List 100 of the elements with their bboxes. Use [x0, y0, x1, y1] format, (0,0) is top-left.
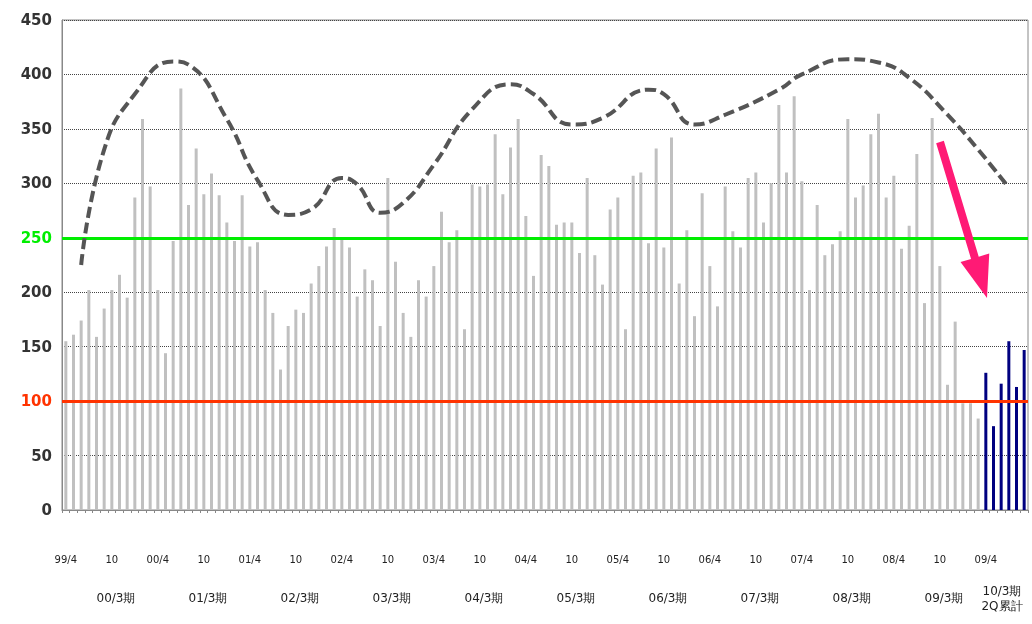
bar — [87, 290, 91, 510]
bar — [992, 426, 995, 510]
bar — [516, 119, 520, 510]
bar — [923, 303, 926, 510]
bar — [279, 369, 282, 510]
bar — [447, 242, 451, 510]
bar — [555, 224, 558, 510]
bar — [455, 230, 459, 510]
bar — [1015, 386, 1018, 510]
bar — [815, 205, 819, 510]
bar — [877, 113, 880, 510]
bar — [654, 148, 658, 510]
bar — [585, 177, 589, 510]
y-tick-label: 50 — [31, 446, 52, 465]
x-tick-label: 01/4 — [238, 553, 262, 565]
x-tick-label: 05/4 — [606, 553, 630, 565]
bar — [808, 290, 811, 510]
bar — [202, 194, 206, 510]
bar — [562, 222, 566, 510]
bar — [148, 186, 152, 510]
bar — [892, 175, 896, 510]
bar — [240, 195, 244, 510]
text: 09/3期 — [924, 591, 964, 605]
y-tick-label: 100 — [20, 392, 52, 411]
bar — [915, 153, 919, 510]
bar — [601, 284, 604, 510]
bar — [746, 177, 750, 510]
bar — [662, 247, 666, 510]
text: 02/3期 — [280, 591, 320, 605]
text: 10/3期 2Q累計 — [981, 583, 1023, 613]
y-tick-label: 450 — [20, 11, 52, 29]
bar — [953, 321, 957, 510]
bar — [1007, 341, 1011, 510]
bar — [685, 230, 689, 510]
bar — [999, 383, 1003, 510]
x-tick-label: 10 — [749, 553, 763, 565]
bar — [493, 134, 497, 510]
x-tick-label: 10 — [657, 553, 671, 565]
bar — [233, 241, 236, 510]
bar — [171, 241, 175, 510]
x-tick-label: 10 — [381, 553, 395, 565]
bar — [225, 222, 229, 510]
bar — [401, 312, 405, 510]
x-tick-label: 10 — [197, 553, 211, 565]
text: 01/3期 — [188, 591, 228, 605]
bar — [616, 197, 620, 510]
x-tick-label: 10 — [105, 553, 119, 565]
bar — [785, 172, 788, 510]
bar — [102, 308, 106, 510]
bar — [432, 266, 436, 510]
bar — [900, 248, 903, 510]
x-tick-label: 10 — [473, 553, 487, 565]
bar — [125, 297, 129, 510]
bar — [723, 186, 727, 510]
bar — [731, 231, 735, 510]
bar — [133, 197, 137, 510]
bar — [846, 119, 850, 510]
x-tick-label: 99/4 — [54, 553, 78, 565]
bar — [95, 336, 98, 510]
x-tick-label: 08/4 — [882, 553, 906, 565]
bar — [463, 329, 466, 510]
bar — [777, 104, 781, 510]
bar — [478, 186, 482, 510]
bar — [532, 275, 535, 510]
bar — [248, 246, 252, 510]
bar — [984, 372, 988, 510]
bar — [969, 403, 972, 510]
x-tick-label: 06/4 — [698, 553, 722, 565]
bar — [256, 242, 259, 510]
bar — [762, 222, 765, 510]
y-tick-label: 200 — [20, 283, 52, 302]
bar — [854, 197, 857, 510]
bar — [72, 334, 75, 510]
bar — [332, 227, 336, 510]
y-tick-label: 250 — [20, 228, 52, 247]
text: 05/3期 — [556, 591, 596, 605]
x-tick-label: 10 — [289, 553, 303, 565]
bar — [294, 309, 298, 510]
bar — [355, 296, 359, 510]
bar — [647, 243, 650, 510]
bar — [378, 325, 382, 510]
bar — [440, 211, 443, 510]
bar — [325, 246, 328, 510]
text: 06/3期 — [648, 591, 688, 605]
bar — [938, 266, 942, 510]
bar — [700, 193, 704, 510]
x-tick-label: 04/4 — [514, 553, 538, 565]
bar — [593, 255, 597, 510]
bar — [371, 280, 374, 510]
bar — [961, 403, 965, 510]
bar — [831, 244, 834, 510]
bar — [1022, 349, 1026, 510]
bar — [210, 173, 213, 510]
x-tick-label: 00/4 — [146, 553, 170, 565]
bar — [386, 177, 390, 510]
bar — [639, 172, 643, 510]
x-tick-label: 03/4 — [422, 553, 446, 565]
y-tick-label: 350 — [20, 119, 52, 138]
bar — [417, 280, 420, 510]
bar — [164, 353, 167, 510]
